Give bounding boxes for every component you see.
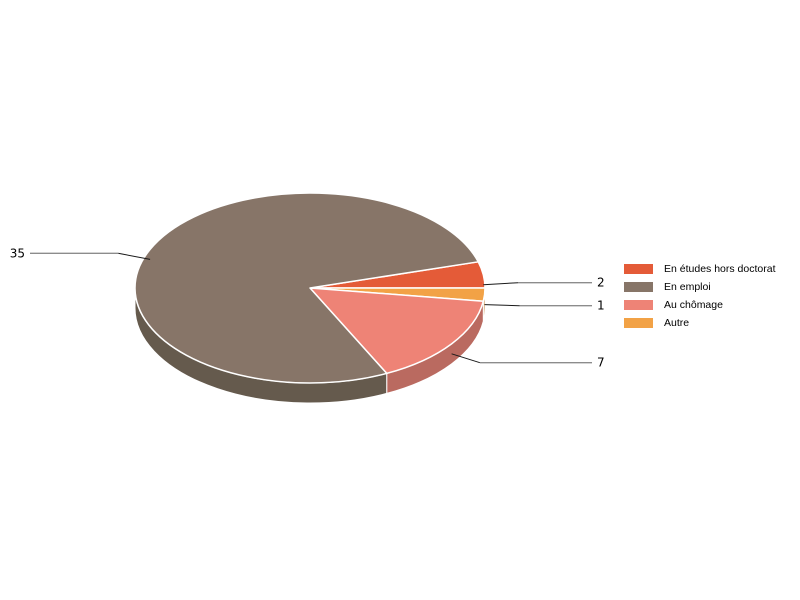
legend-label-2: Au chômage — [664, 298, 723, 311]
pie-slice-2 — [309, 287, 485, 375]
legend-swatch-1 — [624, 318, 653, 328]
legend-item-0: En études hors doctorat — [624, 262, 776, 275]
legend-label-0: En études hors doctorat — [664, 262, 776, 275]
legend-swatch-0 — [624, 264, 653, 274]
legend-label-3: En emploi — [664, 280, 711, 293]
legend-swatch-2 — [624, 300, 653, 310]
legend-item-2: Au chômage — [624, 298, 776, 311]
leader-line-diagonal-3 — [118, 252, 151, 260]
legend-label-1: Autre — [664, 316, 690, 329]
legend: En études hors doctorat En emploi Au chôma… — [624, 262, 776, 336]
pie-slice-3 — [134, 192, 479, 384]
slice-value-label-0: 2 — [597, 276, 605, 290]
leader-line-diagonal-1 — [484, 304, 520, 307]
leader-line-diagonal-0 — [483, 282, 519, 286]
slice-value-label-1: 1 — [597, 299, 605, 313]
leader-line-diagonal-2 — [451, 353, 481, 364]
slice-value-label-2: 7 — [597, 356, 605, 370]
legend-item-3: En emploi — [624, 280, 776, 293]
slice-value-label-3: 35 — [10, 246, 25, 260]
legend-swatch-3 — [624, 282, 653, 292]
legend-item-1: Autre — [624, 316, 776, 329]
